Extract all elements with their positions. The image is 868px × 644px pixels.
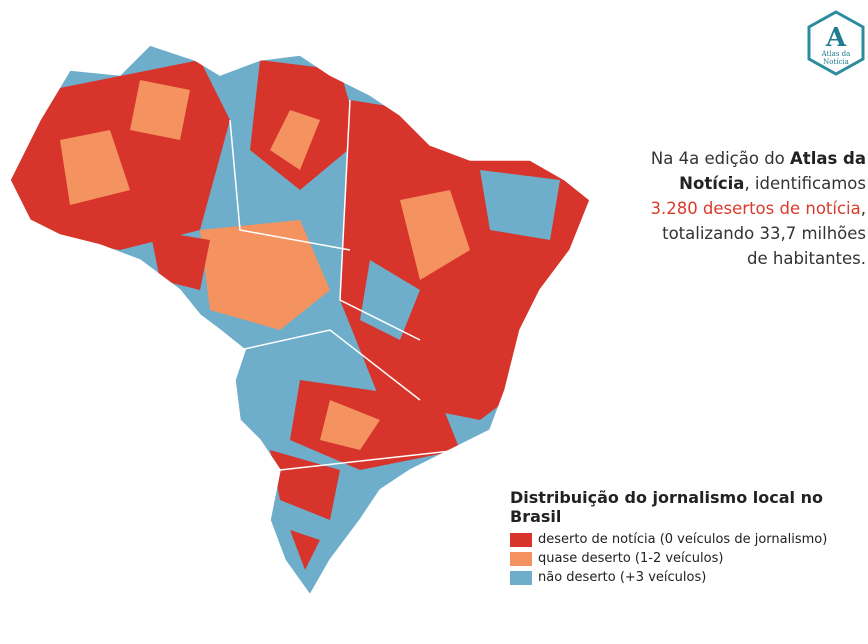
legend-swatch bbox=[510, 570, 532, 585]
legend-item: deserto de notícia (0 veículos de jornal… bbox=[510, 530, 868, 549]
legend-swatch bbox=[510, 551, 532, 566]
bold-text: Notícia bbox=[679, 174, 745, 193]
legend: Distribuição do jornalismo local no Bras… bbox=[510, 488, 868, 587]
legend-title: Distribuição do jornalismo local no Bras… bbox=[510, 488, 823, 526]
logo-name: Notícia bbox=[823, 58, 849, 66]
text: totalizando 33,7 milhões bbox=[662, 224, 866, 243]
highlight-text: 3.280 desertos de notícia bbox=[650, 199, 861, 218]
legend-item: não deserto (+3 veículos) bbox=[510, 568, 868, 587]
state-borders bbox=[229, 99, 461, 471]
legend-label: não deserto (+3 veículos) bbox=[538, 570, 707, 585]
bold-text: Atlas da bbox=[790, 149, 866, 168]
map-outline bbox=[9, 44, 591, 597]
intro-text: Na 4a edição do Atlas da Notícia, identi… bbox=[606, 146, 866, 271]
brazil-map bbox=[9, 44, 591, 597]
legend-swatch bbox=[510, 532, 532, 547]
legend-item: quase deserto (1-2 veículos) bbox=[510, 549, 868, 568]
text: Na 4a edição do bbox=[650, 149, 791, 168]
logo-letter: A bbox=[825, 23, 847, 53]
logo: A Atlas da Notícia bbox=[807, 10, 865, 76]
legend-label: quase deserto (1-2 veículos) bbox=[538, 551, 724, 566]
text: , identificamos bbox=[744, 174, 866, 193]
legend-label: deserto de notícia (0 veículos de jornal… bbox=[538, 532, 828, 547]
logo-name: Atlas da bbox=[821, 50, 851, 58]
text: de habitantes. bbox=[747, 249, 866, 268]
text: , bbox=[860, 199, 866, 218]
